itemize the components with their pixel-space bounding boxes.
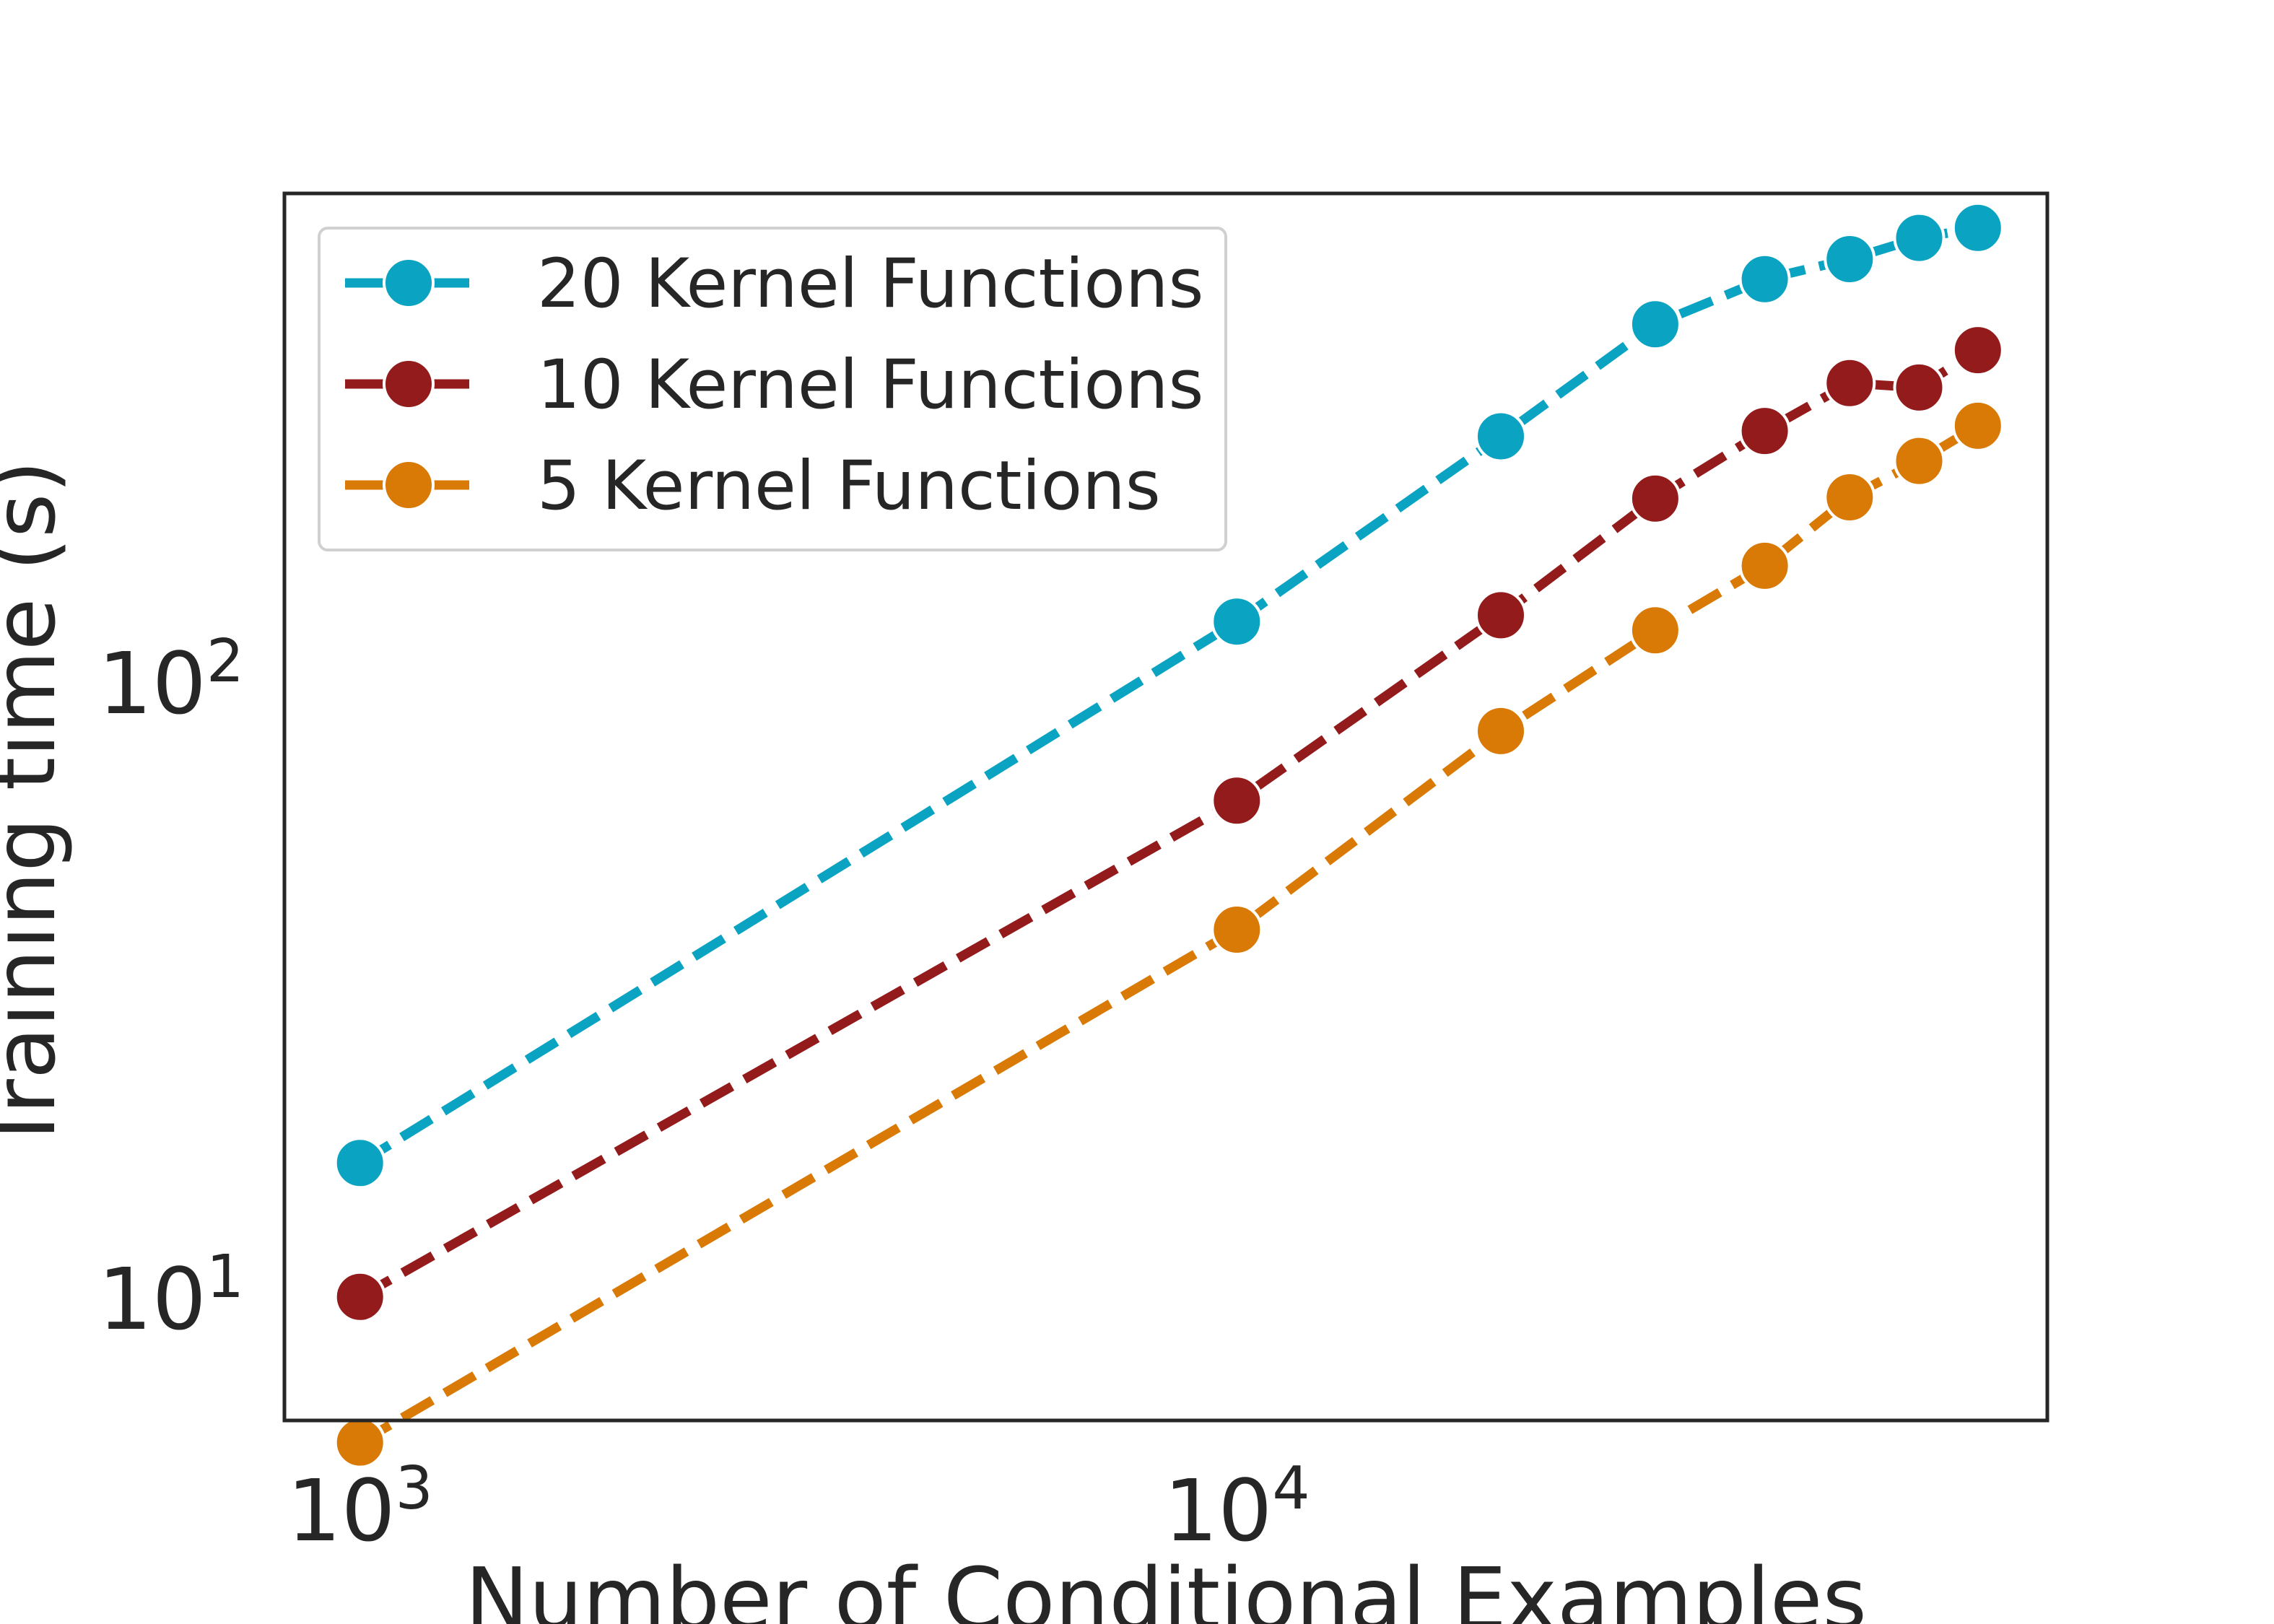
x-tick-label: 104 bbox=[1164, 1454, 1310, 1560]
legend-box bbox=[318, 227, 1227, 551]
x-axis-label: Number of Conditional Examples bbox=[465, 1549, 1867, 1624]
data-point bbox=[1211, 904, 1263, 956]
data-point bbox=[1893, 435, 1946, 487]
legend-swatch-marker bbox=[383, 257, 435, 309]
legend: 20 Kernel Functions 10 Kernel Functions 5 … bbox=[318, 227, 1227, 551]
series-line bbox=[357, 223, 1979, 1167]
series-line bbox=[357, 346, 1981, 1301]
y-tick-label: 101 bbox=[98, 1243, 244, 1349]
data-point bbox=[1738, 539, 1791, 592]
legend-label: 20 Kernel Functions bbox=[537, 245, 1203, 323]
data-point bbox=[1211, 595, 1263, 648]
plot-frame bbox=[282, 191, 2049, 1423]
data-point bbox=[1824, 471, 1876, 523]
tick-layer: 103 104 101 102 bbox=[98, 627, 1310, 1560]
data-point bbox=[1824, 357, 1876, 409]
series-layer bbox=[334, 201, 2004, 1469]
series-1 bbox=[334, 324, 2004, 1323]
data-point bbox=[1738, 405, 1791, 458]
data-point bbox=[1893, 361, 1946, 414]
data-point bbox=[334, 1137, 386, 1189]
data-point bbox=[1893, 211, 1946, 264]
legend-label: 5 Kernel Functions bbox=[537, 447, 1161, 525]
data-point bbox=[334, 1270, 386, 1323]
legend-swatch-marker bbox=[383, 459, 435, 511]
data-point bbox=[1629, 604, 1681, 657]
series-0 bbox=[334, 201, 2004, 1189]
data-point bbox=[1951, 201, 2004, 254]
x-tick-label: 103 bbox=[287, 1454, 433, 1560]
data-point bbox=[1475, 589, 1527, 642]
data-point bbox=[1211, 774, 1263, 827]
data-point bbox=[1629, 472, 1681, 525]
y-tick-label: 102 bbox=[98, 627, 244, 733]
legend-swatch-marker bbox=[383, 358, 435, 410]
data-point bbox=[1951, 399, 2004, 452]
data-point bbox=[1738, 253, 1791, 305]
y-axis-label: Training time (s) bbox=[0, 460, 74, 1155]
legend-label: 10 Kernel Functions bbox=[537, 346, 1203, 424]
data-point bbox=[334, 1416, 386, 1469]
data-point bbox=[1951, 324, 2004, 377]
series-2 bbox=[334, 399, 2004, 1469]
data-point bbox=[1475, 704, 1527, 757]
data-point bbox=[1824, 233, 1876, 285]
data-point bbox=[1629, 298, 1681, 351]
data-point bbox=[1475, 410, 1527, 463]
